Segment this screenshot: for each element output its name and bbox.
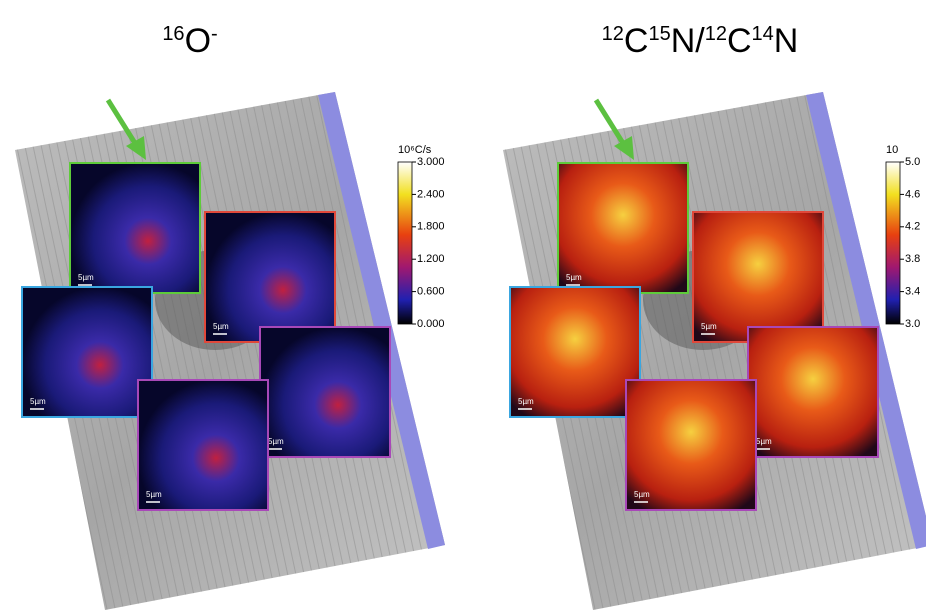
colorbar-tick-label: 1.200 <box>417 253 445 265</box>
arrow-shaft <box>593 98 629 150</box>
colorbar-tick-label: 3.000 <box>417 156 445 168</box>
scale-label: 5µm <box>78 273 94 282</box>
nanosims-tile <box>625 379 757 511</box>
scale-label: 5µm <box>146 490 162 499</box>
colorbar <box>885 161 901 325</box>
superscript: 12 <box>602 23 624 45</box>
nanosims-tile <box>747 326 879 458</box>
title-text: O <box>185 22 211 60</box>
nanosims-tile <box>259 326 391 458</box>
colorbar-tick-label: 1.800 <box>417 221 445 233</box>
title-text: N/ <box>671 22 706 60</box>
title-text: C <box>624 22 649 60</box>
colorbar-unit: 10 <box>886 144 898 156</box>
scale-label: 5µm <box>30 397 46 406</box>
nanosims-tile <box>137 379 269 511</box>
scale-label: 5µm <box>213 322 229 331</box>
arrow-shaft <box>105 98 141 150</box>
arrow-head <box>614 136 634 160</box>
colorbar-tick-label: 0.600 <box>417 286 445 298</box>
scale-label: 5µm <box>634 490 650 499</box>
panel-title: 12C15N/12C14N <box>602 22 799 60</box>
scale-label: 5µm <box>268 437 284 446</box>
colorbar-tick-label: 0.000 <box>417 318 445 330</box>
scale-label: 5µm <box>756 437 772 446</box>
colorbar <box>397 161 413 325</box>
superscript: 14 <box>752 23 774 45</box>
panel: 12C15N/12C14N5µm5µm5µm5µm5µm105.04.64.23… <box>503 22 926 610</box>
scale-label: 5µm <box>701 322 717 331</box>
superscript: 16 <box>162 23 184 45</box>
nanosims-tile <box>204 211 336 343</box>
arrow-head <box>126 136 146 160</box>
title-text: N <box>774 22 799 60</box>
scale-label: 5µm <box>566 273 582 282</box>
colorbar-tick-label: 4.2 <box>905 221 920 233</box>
title-text: C <box>727 22 752 60</box>
colorbar-tick-label: 4.6 <box>905 188 920 200</box>
nanosims-tile <box>557 162 689 294</box>
superscript: - <box>211 23 218 45</box>
panels: 16O- 5µm 5µm 5µm 5µm 5µm 10⁶C/s3.000 2.400 1.800… <box>15 22 926 610</box>
superscript: 15 <box>648 23 670 45</box>
scale-label: 5µm <box>518 397 534 406</box>
sem-label-strip <box>318 92 445 549</box>
colorbar-unit: 10⁶C/s <box>398 144 432 156</box>
panel: 16O- 5µm 5µm 5µm 5µm 5µm 10⁶C/s3.000 2.400 1.800… <box>15 22 445 610</box>
nanosims-tile <box>21 286 153 418</box>
colorbar-tick-label: 2.400 <box>417 188 445 200</box>
nanosims-tile <box>509 286 641 418</box>
superscript: 12 <box>705 23 727 45</box>
colorbar-tick-label: 3.0 <box>905 318 920 330</box>
sem-label-strip <box>806 92 926 549</box>
colorbar-tick-label: 3.4 <box>905 286 920 298</box>
panel-title: 16O- <box>162 22 217 60</box>
colorbar-tick-label: 5.0 <box>905 156 920 168</box>
colorbar-tick-label: 3.8 <box>905 253 920 265</box>
